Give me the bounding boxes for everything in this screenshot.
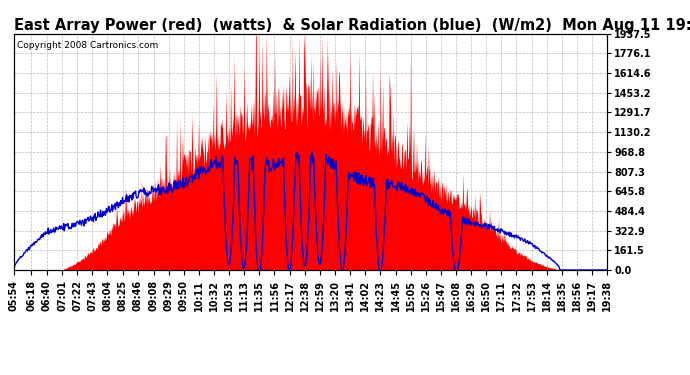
Text: East Array Power (red)  (watts)  & Solar Radiation (blue)  (W/m2)  Mon Aug 11 19: East Array Power (red) (watts) & Solar R… — [14, 18, 690, 33]
Text: Copyright 2008 Cartronics.com: Copyright 2008 Cartronics.com — [17, 41, 158, 50]
